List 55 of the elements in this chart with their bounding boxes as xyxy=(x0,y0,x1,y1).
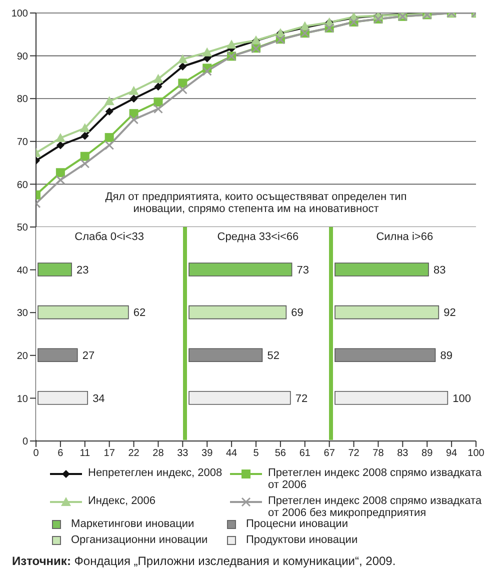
legend-label: Индекс, 2006 xyxy=(88,495,156,507)
x-tick-label: 22 xyxy=(128,448,140,460)
data-label: 72 xyxy=(295,393,308,406)
legend-label: Претеглен индекс 2008 спрямо извадката от 2006 без микропредприятия xyxy=(268,495,483,519)
data-label: 69 xyxy=(290,308,304,320)
legend-label: Продуктови иновации xyxy=(246,534,358,546)
x-tick-label: 17 xyxy=(104,448,116,460)
data-label: 62 xyxy=(133,308,146,320)
x-tick-label: 94 xyxy=(446,448,458,460)
y-tick-label: 60 xyxy=(16,180,28,191)
x-tick-label: 78 xyxy=(372,448,384,460)
data-label: 34 xyxy=(92,393,105,406)
legend-label: Маркетингови иновации xyxy=(71,518,194,530)
x-tick-label: 6 xyxy=(58,448,64,460)
y-tick-label: 90 xyxy=(16,51,28,62)
data-label: 23 xyxy=(76,264,89,277)
data-label: 27 xyxy=(82,350,95,362)
x-tick-label: 61 xyxy=(299,448,311,460)
x-tick-label: 89 xyxy=(422,448,434,460)
data-label: 100 xyxy=(452,393,472,406)
chart-title: Средна 33<i<66 xyxy=(216,231,300,243)
y-tick-label: 70 xyxy=(16,136,28,148)
x-tick-label: 5 xyxy=(253,448,260,460)
chart-title: Силна i>66 xyxy=(375,231,434,243)
data-label: 73 xyxy=(296,264,309,277)
y-tick-label: 0 xyxy=(22,436,28,448)
legend-label: Процесни иновации xyxy=(246,518,348,530)
y-tick-label: 10 xyxy=(16,394,28,405)
data-label: 52 xyxy=(266,350,280,362)
y-tick-label: 80 xyxy=(16,94,28,106)
x-tick-label: 11 xyxy=(80,448,91,460)
legend-label: Организационни иновации xyxy=(71,534,208,546)
x-tick-label: 72 xyxy=(348,448,360,460)
annotation: Дял от предприятията, които осъществяват определен тип иновации, спрямо степента им на иновативност xyxy=(104,190,408,215)
y-tick-label: 50 xyxy=(16,222,28,234)
legend-label: Непретеглен индекс, 2008 xyxy=(88,467,222,479)
x-tick-label: 67 xyxy=(324,448,336,460)
legend-label: Претеглен индекс 2008 спрямо извадката от 2006 xyxy=(268,467,483,491)
data-label: 83 xyxy=(434,264,446,277)
x-tick-label: 83 xyxy=(397,448,409,460)
data-label: 89 xyxy=(440,350,453,362)
data-label: 92 xyxy=(444,308,456,320)
y-tick-label: 100 xyxy=(11,8,28,20)
x-tick-label: 0 xyxy=(33,448,40,460)
x-tick-label: 56 xyxy=(274,448,286,460)
y-tick-label: 30 xyxy=(16,308,28,320)
chart-title: Слаба 0<i<33 xyxy=(74,231,145,243)
y-tick-label: 20 xyxy=(16,350,28,362)
x-tick-label: 39 xyxy=(202,448,214,460)
text: Източник: Фондация „Приложни изследвания и комуникации“, 2009. xyxy=(12,554,396,568)
x-tick-label: 100 xyxy=(468,448,485,460)
y-tick-label: 40 xyxy=(16,265,28,276)
x-tick-label: 44 xyxy=(226,448,238,460)
x-tick-label: 33 xyxy=(177,448,189,460)
x-tick-label: 28 xyxy=(152,448,164,460)
